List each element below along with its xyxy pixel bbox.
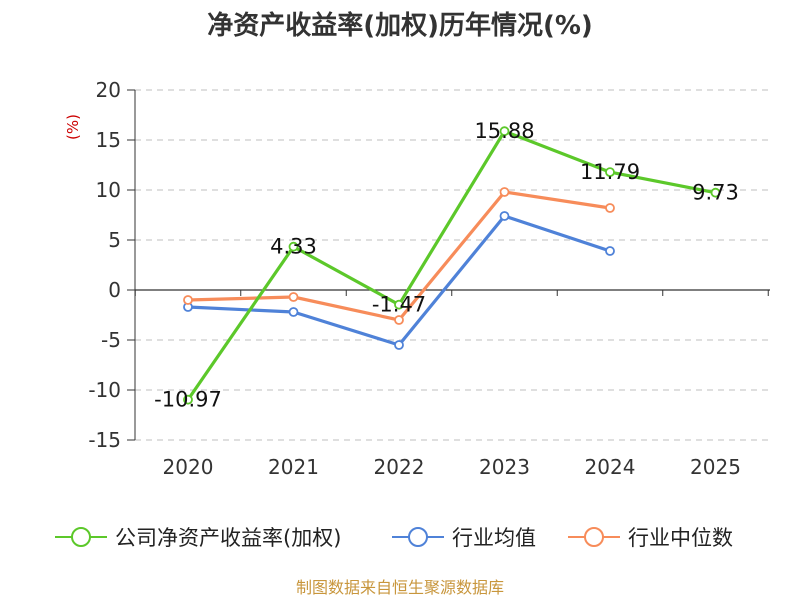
- data-point: [710, 187, 721, 198]
- grid-lines: [135, 89, 770, 441]
- legend-marker[interactable]: [71, 527, 91, 547]
- data-label: 15.88: [474, 119, 534, 143]
- data-point: [605, 246, 615, 256]
- x-tick-label: 2021: [268, 455, 319, 479]
- x-tick-labels: 2020 2021 2022 2023 2024 2025: [163, 455, 741, 479]
- y-tick-label: 10: [96, 178, 121, 202]
- data-label: 9.73: [692, 181, 739, 205]
- source-note: 制图数据来自恒生聚源数据库: [296, 578, 504, 597]
- data-point: [394, 315, 404, 325]
- x-tick-label: 2025: [690, 455, 741, 479]
- legend-marker[interactable]: [408, 527, 428, 547]
- data-point: [605, 167, 615, 178]
- y-tick-label: 15: [96, 128, 121, 152]
- data-point: [499, 187, 510, 197]
- data-point: [288, 241, 299, 252]
- x-tick-label: 2020: [163, 455, 214, 479]
- data-label: 11.79: [580, 160, 640, 184]
- series-points: [183, 126, 721, 405]
- series-line: [186, 129, 716, 401]
- y-tick-label: 20: [96, 78, 121, 102]
- data-point: [499, 126, 510, 137]
- data-point: [499, 211, 510, 221]
- data-label: -1.47: [372, 293, 426, 317]
- data-label: 4.33: [270, 235, 317, 259]
- y-tick-label: -5: [101, 328, 121, 352]
- legend-label[interactable]: 行业均值: [452, 526, 536, 550]
- y-axis-unit: (%): [64, 114, 82, 140]
- legend-marker[interactable]: [584, 527, 604, 547]
- chart-title: 净资产收益率(加权)历年情况(%): [207, 10, 593, 41]
- legend[interactable]: 公司净资产收益率(加权) 行业均值 行业中位数: [55, 526, 733, 550]
- axes: [127, 89, 770, 441]
- data-point: [183, 394, 193, 405]
- legend-label[interactable]: 行业中位数: [628, 526, 733, 550]
- y-tick-labels: 20 15 10 5 0 -5 -10 -15: [88, 78, 121, 452]
- data-labels: -10.97 4.33 -1.47 15.88 11.79 9.73: [154, 119, 739, 412]
- data-point: [394, 340, 404, 350]
- y-tick-label: 5: [108, 228, 121, 252]
- y-tick-label: -10: [88, 378, 121, 402]
- y-tick-label: -15: [88, 428, 121, 452]
- data-point: [288, 307, 299, 317]
- x-tick-label: 2024: [585, 455, 636, 479]
- x-tick-label: 2023: [479, 455, 530, 479]
- legend-label[interactable]: 公司净资产收益率(加权): [115, 526, 341, 550]
- data-point: [394, 299, 404, 310]
- x-tick-label: 2022: [374, 455, 425, 479]
- data-point: [605, 203, 615, 213]
- data-point: [288, 292, 299, 302]
- data-point: [183, 295, 193, 305]
- series-line: [187, 214, 611, 347]
- y-tick-label: 0: [108, 278, 121, 302]
- data-label: -10.97: [154, 388, 222, 412]
